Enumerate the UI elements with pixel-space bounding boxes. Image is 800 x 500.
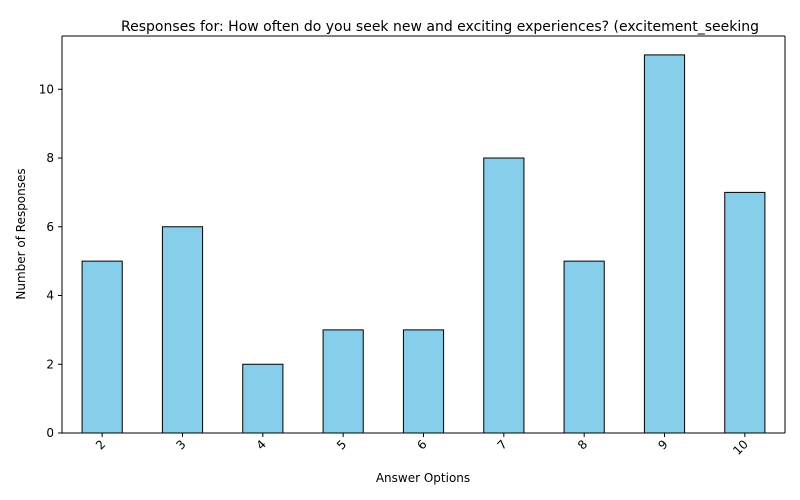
- y-tick-label: 0: [46, 426, 54, 440]
- bar-2: [81, 260, 123, 434]
- x-tick-label: 2: [93, 437, 108, 452]
- x-axis-ticks: 2 3 4 5 6 7 8 9 10: [93, 433, 751, 458]
- x-tick-label: 9: [655, 437, 670, 452]
- y-tick-label: 8: [46, 151, 54, 165]
- bars-layer: [81, 54, 766, 434]
- x-tick-label: 10: [730, 437, 751, 458]
- y-tick-label: 10: [39, 82, 54, 96]
- x-tick-label: 6: [414, 437, 429, 452]
- x-tick-label: 4: [254, 437, 269, 452]
- x-axis-label: Answer Options: [376, 471, 470, 485]
- x-tick-label: 3: [173, 437, 188, 452]
- bar-4: [242, 363, 284, 434]
- bar-8: [563, 260, 605, 434]
- bar-6: [402, 329, 445, 434]
- bar-3: [161, 226, 204, 434]
- x-tick-label: 8: [575, 437, 590, 452]
- y-tick-label: 6: [46, 220, 54, 234]
- bar-5: [322, 329, 364, 434]
- chart-title: Responses for: How often do you seek new…: [121, 19, 759, 35]
- y-tick-label: 4: [46, 289, 54, 303]
- bar-7: [483, 157, 525, 434]
- bar-10: [724, 191, 766, 434]
- y-axis-ticks: 0 2 4 6 8 10: [39, 82, 62, 440]
- x-tick-label: 5: [334, 437, 349, 452]
- bar-9: [643, 54, 686, 434]
- x-tick-label: 7: [495, 437, 510, 452]
- y-tick-label: 2: [46, 357, 54, 371]
- y-axis-label: Number of Responses: [14, 168, 28, 299]
